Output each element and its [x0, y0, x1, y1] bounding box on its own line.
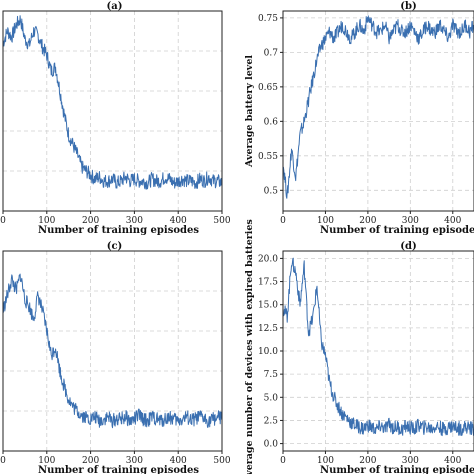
y-tick-label: 12.5 [258, 324, 278, 334]
x-tick-label: 400 [444, 456, 461, 466]
x-tick-label: 200 [359, 216, 376, 226]
x-tick-label: 200 [82, 216, 99, 226]
chart-panel-a: 0 100 200 300 400 500 (a) Number of training ep… [0, 1, 231, 236]
x-tick-label: 300 [402, 216, 419, 226]
y-tick-label: 0.75 [258, 14, 278, 24]
y-axis-label: Average number of devices with expired b… [244, 219, 255, 474]
x-tick-label: 300 [126, 456, 143, 466]
y-tick-label: 7.5 [264, 370, 279, 380]
chart-title: (d) [400, 241, 416, 252]
plot-frame [2, 10, 223, 212]
y-tick-label: 0.0 [264, 440, 279, 450]
chart-panel-d: 0 100 200 300 400 0.0 2.5 5.0 7.5 10.0 12.5 15.0 17.… [244, 219, 474, 474]
x-tick-label: 500 [213, 216, 230, 226]
chart-panel-c: 0 100 200 300 400 500 (c) Number of training ep… [0, 241, 231, 474]
x-tick-label: 100 [317, 456, 334, 466]
x-tick-label: 0 [280, 456, 286, 466]
y-tick-label: 0.7 [264, 48, 279, 58]
chart-title: (a) [107, 1, 123, 12]
x-tick-label: 100 [38, 456, 55, 466]
series-line [282, 15, 474, 199]
x-tick-label: 100 [38, 216, 55, 226]
y-tick-label: 15.0 [258, 301, 278, 311]
x-tick-label: 200 [359, 456, 376, 466]
y-tick-label: 17.5 [258, 278, 278, 288]
y-tick-label: 5.0 [264, 393, 279, 403]
x-tick-label: 0 [0, 216, 6, 226]
x-tick-label: 200 [82, 456, 99, 466]
x-tick-label: 400 [170, 456, 187, 466]
x-axis-label: Number of training episodes [320, 225, 474, 236]
x-tick-label: 100 [317, 216, 334, 226]
x-axis-label: Number of training episodes [38, 465, 199, 474]
y-tick-label: 2.5 [264, 416, 279, 426]
y-tick-label: 0.5 [264, 186, 279, 196]
x-tick-label: 400 [170, 216, 187, 226]
y-tick-label: 0.55 [258, 152, 278, 162]
series-line [2, 273, 223, 429]
x-axis-label: Number of training episodes [38, 225, 199, 236]
y-tick-label: 10.0 [258, 347, 278, 357]
chart-title: (c) [107, 241, 123, 252]
y-tick-label: 20.0 [258, 254, 278, 264]
chart-panel-b: 0 100 200 300 400 0.5 0.55 0.6 0.65 0.7 0.75 (b) Num… [244, 1, 474, 236]
plot-frame [282, 10, 474, 212]
x-tick-label: 0 [0, 456, 6, 466]
x-tick-label: 300 [126, 216, 143, 226]
plot-frame [2, 250, 223, 452]
x-tick-label: 500 [213, 456, 230, 466]
plot-frame [282, 250, 474, 452]
x-tick-label: 400 [444, 216, 461, 226]
x-axis-label: Number of training episodes [320, 465, 474, 474]
x-tick-label: 300 [402, 456, 419, 466]
y-tick-label: 0.6 [264, 117, 279, 127]
y-axis-label: Average battery level [244, 55, 255, 168]
y-tick-label: 0.65 [258, 83, 278, 93]
chart-title: (b) [400, 1, 416, 12]
series-line [282, 257, 474, 437]
series-line [2, 15, 223, 190]
x-tick-label: 0 [280, 216, 286, 226]
